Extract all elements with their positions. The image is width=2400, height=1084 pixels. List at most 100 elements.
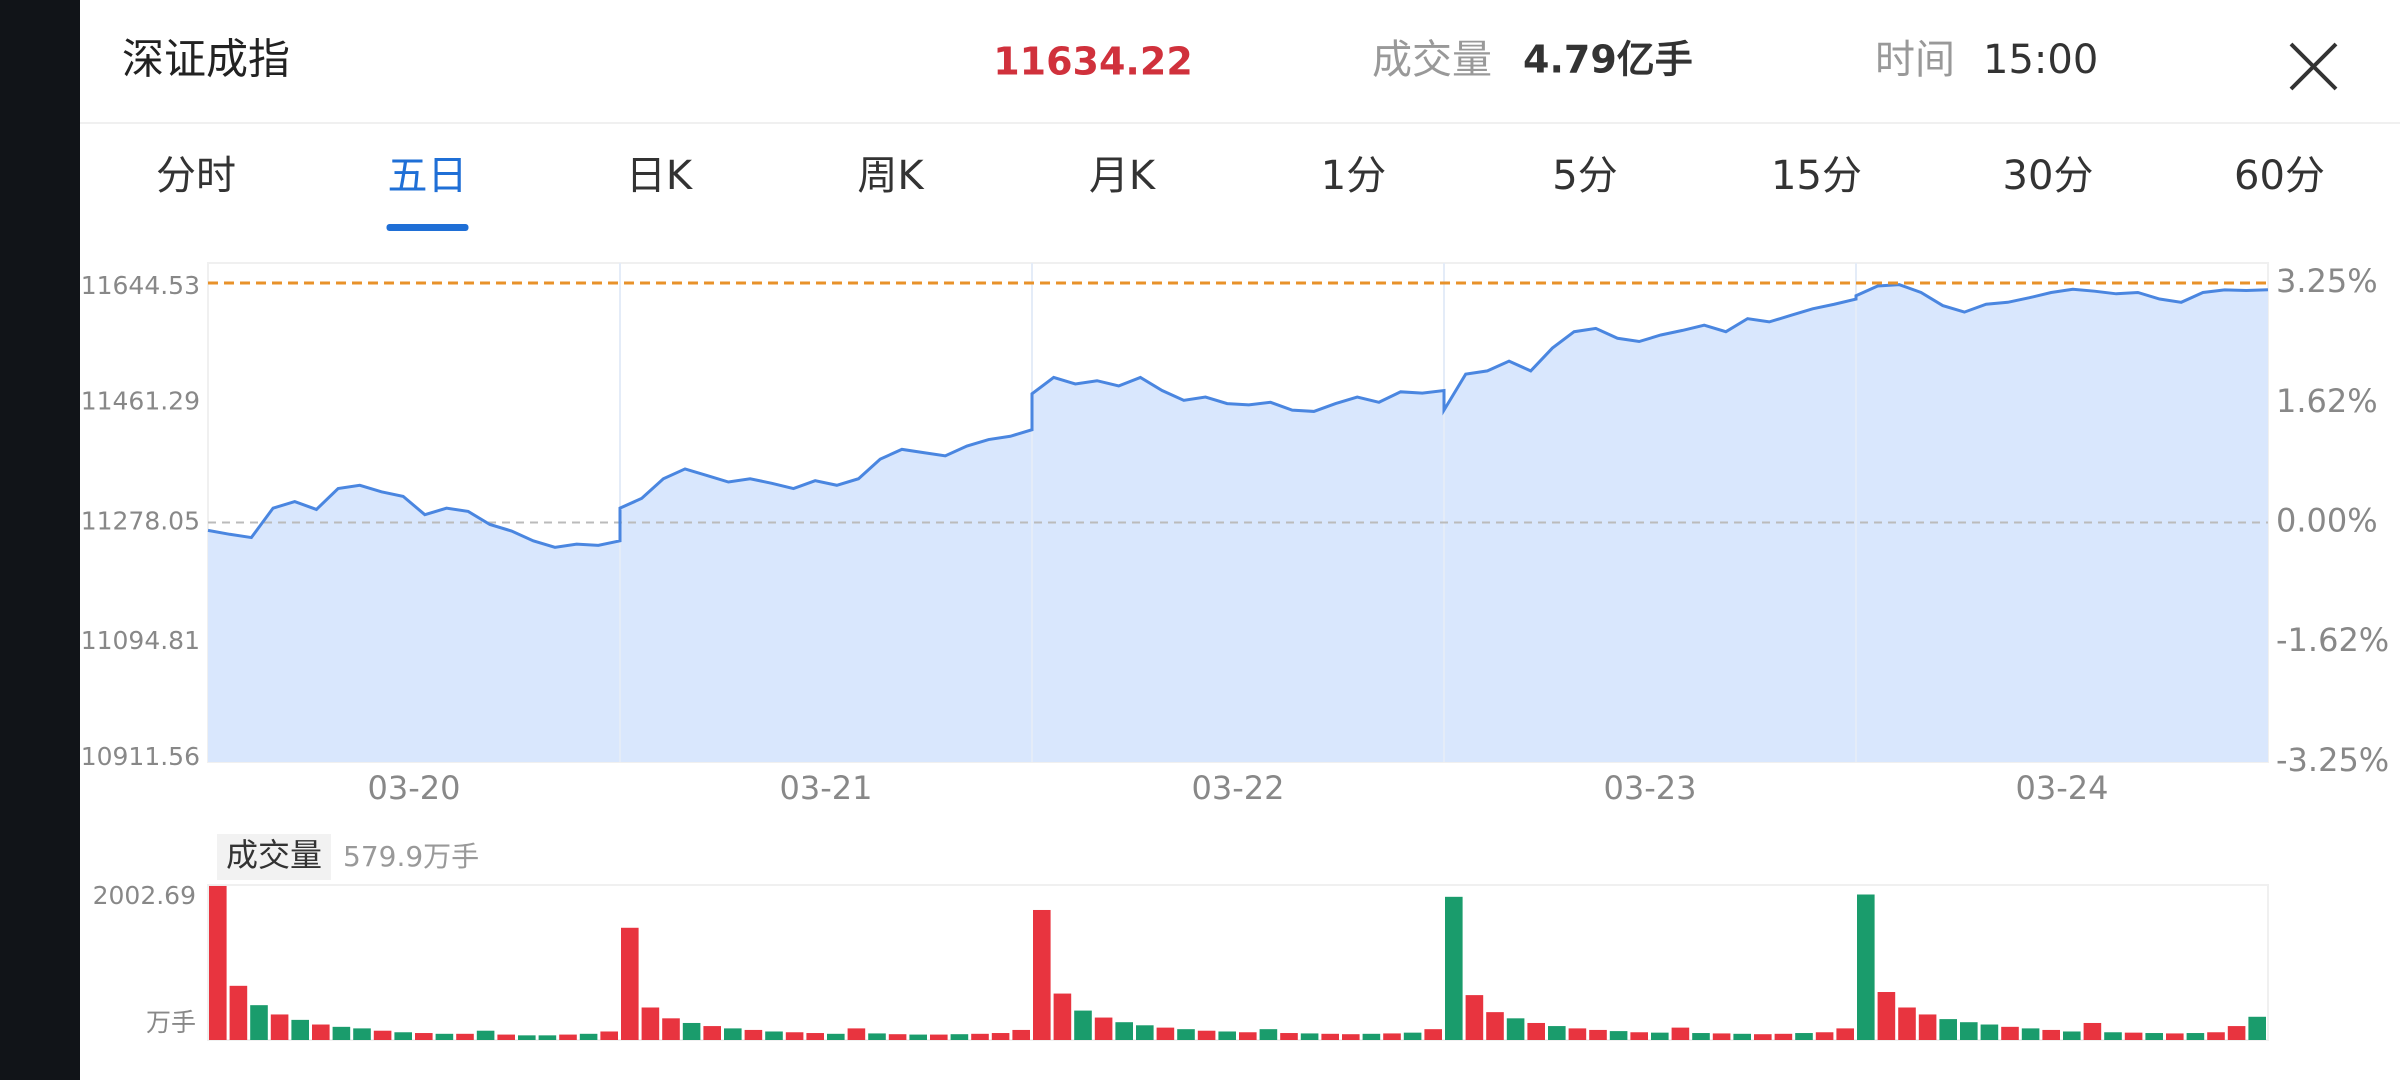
volume-bar (1239, 1032, 1257, 1040)
x-tick-label: 03-20 (368, 769, 461, 807)
volume-bar (1980, 1024, 1999, 1040)
volume-bar (2166, 1033, 2184, 1040)
volume-bar (1115, 1022, 1133, 1040)
tab[interactable]: 日K (626, 153, 694, 199)
tab[interactable]: 1分 (1321, 153, 1386, 199)
volume-total: 579.9万手 (343, 840, 479, 873)
volume-bar (1403, 1032, 1422, 1040)
volume-bar (1321, 1033, 1339, 1040)
volume-bar (909, 1034, 927, 1040)
volume-bar (1280, 1033, 1298, 1040)
volume-bar (1177, 1029, 1195, 1040)
side-strip (0, 0, 80, 1080)
tab[interactable]: 五日 (388, 153, 468, 199)
volume-bar (1486, 1012, 1504, 1040)
tab[interactable]: 60分 (2234, 153, 2325, 199)
volume-bar (1300, 1033, 1319, 1040)
volume-bar (930, 1034, 948, 1040)
volume-bar (1218, 1031, 1236, 1040)
volume-bar (1445, 896, 1463, 1040)
volume-bar (1383, 1033, 1401, 1040)
volume-bar (1136, 1025, 1154, 1040)
volume-bar (538, 1035, 557, 1040)
tab[interactable]: 5分 (1552, 153, 1617, 199)
volume-unit: 万手 (146, 1008, 196, 1037)
volume-bar (1815, 1032, 1834, 1040)
volume-bar (1836, 1028, 1854, 1040)
volume-bar (435, 1033, 454, 1040)
price-line (207, 283, 2269, 549)
volume-bar (1774, 1033, 1793, 1040)
time: 15:00 (1983, 37, 2098, 83)
volume-bar (291, 1019, 309, 1040)
tab[interactable]: 30分 (2003, 153, 2094, 199)
volume-tick-label: 2002.69 (93, 881, 196, 910)
x-tick-label: 03-24 (2016, 769, 2109, 807)
volume-bar (1156, 1027, 1175, 1040)
volume-bar (1012, 1029, 1030, 1040)
volume-bar (229, 985, 248, 1040)
volume-border (207, 884, 2269, 1041)
tab[interactable]: 月K (1089, 153, 1157, 199)
volume-bar (456, 1033, 474, 1040)
volume-bar (1960, 1022, 1978, 1040)
volume-bar (373, 1030, 392, 1040)
volume-bar (250, 1005, 268, 1040)
volume-bar (2001, 1026, 2019, 1040)
volume-title: 成交量 (226, 836, 322, 874)
tab[interactable]: 周K (857, 153, 925, 199)
volume-bar (1939, 1019, 1957, 1040)
volume-bar (2083, 1022, 2102, 1040)
volume-bar (476, 1030, 495, 1040)
volume-bar (312, 1024, 330, 1040)
volume-bar (1589, 1029, 1607, 1040)
volume-bar (2124, 1032, 2143, 1040)
volume-bar (1362, 1033, 1381, 1040)
volume-bar (1053, 993, 1072, 1040)
volume-bar (703, 1026, 721, 1040)
y-tick-label: 11278.05 (81, 506, 200, 535)
volume-bar (847, 1028, 866, 1040)
volume-bar (1795, 1033, 1813, 1040)
volume-bar (559, 1034, 577, 1040)
volume-bar (765, 1031, 783, 1040)
volume-bar (1733, 1033, 1751, 1040)
chart: 03-20 03-21 03-22 03-23 03-24 11644.53 11461.2… (81, 262, 2389, 1041)
tab[interactable]: 分时 (156, 153, 236, 199)
volume-title-bg (217, 834, 331, 880)
volume-bar (868, 1033, 886, 1040)
volume-bar (806, 1033, 824, 1040)
volume-bar (1527, 1022, 1545, 1040)
volume-bar (1568, 1028, 1587, 1040)
volume-bar (1424, 1029, 1442, 1040)
volume-bar (600, 1031, 618, 1040)
volume-bar (641, 1007, 660, 1040)
tab[interactable]: 15分 (1771, 153, 1862, 199)
volume-bar (579, 1033, 598, 1040)
volume-bar (1651, 1032, 1669, 1040)
volume-bar (2104, 1032, 2122, 1040)
x-tick-label: 03-22 (1192, 769, 1285, 807)
tab-underline (386, 224, 469, 231)
volume-bar (682, 1022, 701, 1040)
volume-bar (2021, 1028, 2040, 1040)
close-button[interactable] (2289, 42, 2338, 91)
y-tick-label: 11094.81 (81, 626, 200, 655)
y2-tick-label: -1.62% (2276, 621, 2389, 659)
volume-bar (2063, 1031, 2081, 1040)
volume-bar (353, 1028, 371, 1040)
volume-bar (209, 885, 227, 1040)
time-label: 时间 (1875, 37, 1955, 83)
volume-label: 成交量 (1372, 37, 1492, 83)
volume-bar (2145, 1033, 2163, 1040)
y2-tick-label: -3.25% (2276, 741, 2389, 779)
x-tick-label: 03-23 (1604, 769, 1697, 807)
volume-bar (518, 1035, 536, 1040)
volume-bar (394, 1032, 412, 1040)
volume-bar (888, 1034, 907, 1040)
index-title: 深证成指 (122, 35, 290, 84)
volume-bar (991, 1033, 1010, 1040)
y-tick-label: 11644.53 (81, 271, 200, 300)
y-tick-label: 11461.29 (81, 387, 200, 416)
volume-bar (415, 1033, 433, 1040)
